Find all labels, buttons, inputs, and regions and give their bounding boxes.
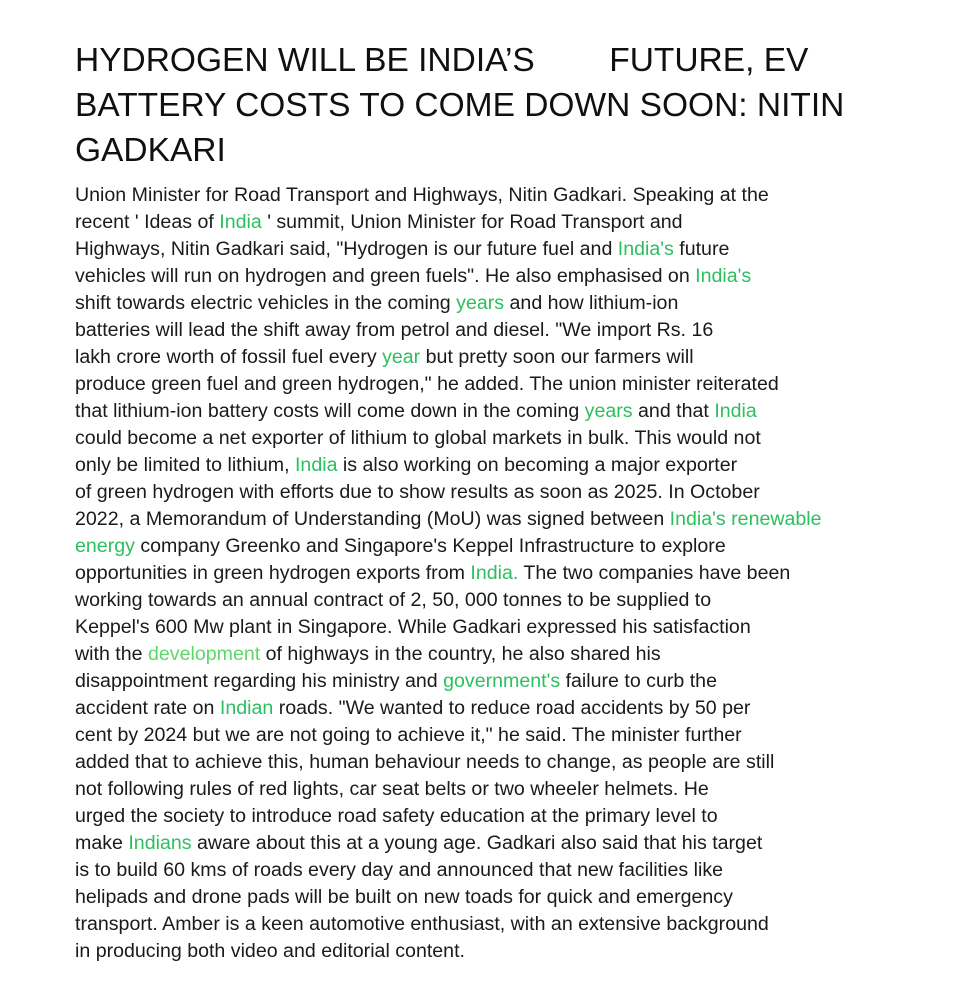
body-line: shift towards electric vehicles in the c… (75, 292, 679, 314)
keyword-link[interactable]: India's (617, 238, 674, 260)
keyword-link[interactable]: years (456, 292, 505, 314)
keyword-link[interactable]: years (584, 400, 633, 422)
body-line: produce green fuel and green hydrogen," … (75, 373, 779, 395)
body-line: Highways, Nitin Gadkari said, "Hydrogen … (75, 238, 730, 260)
keyword-link[interactable]: India. (470, 562, 519, 584)
body-line: added that to achieve this, human behavi… (75, 751, 775, 773)
body-line: of green hydrogen with efforts due to sh… (75, 481, 760, 503)
body-line: vehicles will run on hydrogen and green … (75, 265, 752, 287)
body-line: could become a net exporter of lithium t… (75, 427, 761, 449)
body-line: that lithium-ion battery costs will come… (75, 400, 757, 422)
keyword-link[interactable]: Indians (128, 832, 192, 854)
body-line: batteries will lead the shift away from … (75, 319, 714, 341)
keyword-link[interactable]: India's (695, 265, 752, 287)
headline-line: HYDROGEN WILL BE INDIA’S FUTURE, EV (75, 42, 809, 79)
keyword-link[interactable]: energy (75, 535, 135, 557)
article-body: Union Minister for Road Transport and Hi… (75, 182, 905, 965)
body-line: in producing both video and editorial co… (75, 940, 465, 962)
keyword-link[interactable]: India (714, 400, 757, 422)
body-line: not following rules of red lights, car s… (75, 778, 709, 800)
body-line: urged the society to introduce road safe… (75, 805, 718, 827)
keyword-link[interactable]: year (382, 346, 421, 368)
keyword-link[interactable]: Indian (219, 697, 274, 719)
keyword-link[interactable]: India (294, 454, 338, 476)
keyword-link[interactable]: India's renewable (669, 508, 822, 530)
body-line: lakh crore worth of fossil fuel every ye… (75, 346, 694, 368)
headline-line: BATTERY COSTS TO COME DOWN SOON: NITIN (75, 87, 845, 124)
body-line: transport. Amber is a keen automotive en… (75, 913, 769, 935)
keyword-link[interactable]: India (219, 211, 262, 233)
body-line: 2022, a Memorandum of Understanding (MoU… (75, 508, 822, 530)
body-line: accident rate on Indian roads. "We wante… (75, 697, 751, 719)
headline-line: GADKARI (75, 132, 226, 169)
body-line: Union Minister for Road Transport and Hi… (75, 184, 769, 206)
body-line: is to build 60 kms of roads every day an… (75, 859, 724, 881)
body-line: working towards an annual contract of 2,… (75, 589, 712, 611)
body-line: recent ' Ideas of India ' summit, Union … (75, 211, 683, 233)
body-line: with the development of highways in the … (75, 643, 661, 665)
headline: HYDROGEN WILL BE INDIA’S FUTURE, EV BATT… (75, 38, 905, 173)
body-line: make Indians aware about this at a young… (75, 832, 763, 854)
body-line: cent by 2024 but we are not going to ach… (75, 724, 742, 746)
body-line: only be limited to lithium, India is als… (75, 454, 738, 476)
body-line: energy company Greenko and Singapore's K… (75, 535, 726, 557)
body-line: helipads and drone pads will be built on… (75, 886, 733, 908)
keyword-link[interactable]: development (147, 643, 261, 665)
keyword-link[interactable]: government's (443, 670, 561, 692)
body-line: Keppel's 600 Mw plant in Singapore. Whil… (75, 616, 751, 638)
body-line: disappointment regarding his ministry an… (75, 670, 717, 692)
article: HYDROGEN WILL BE INDIA’S FUTURE, EV BATT… (75, 38, 905, 965)
body-line: opportunities in green hydrogen exports … (75, 562, 791, 584)
